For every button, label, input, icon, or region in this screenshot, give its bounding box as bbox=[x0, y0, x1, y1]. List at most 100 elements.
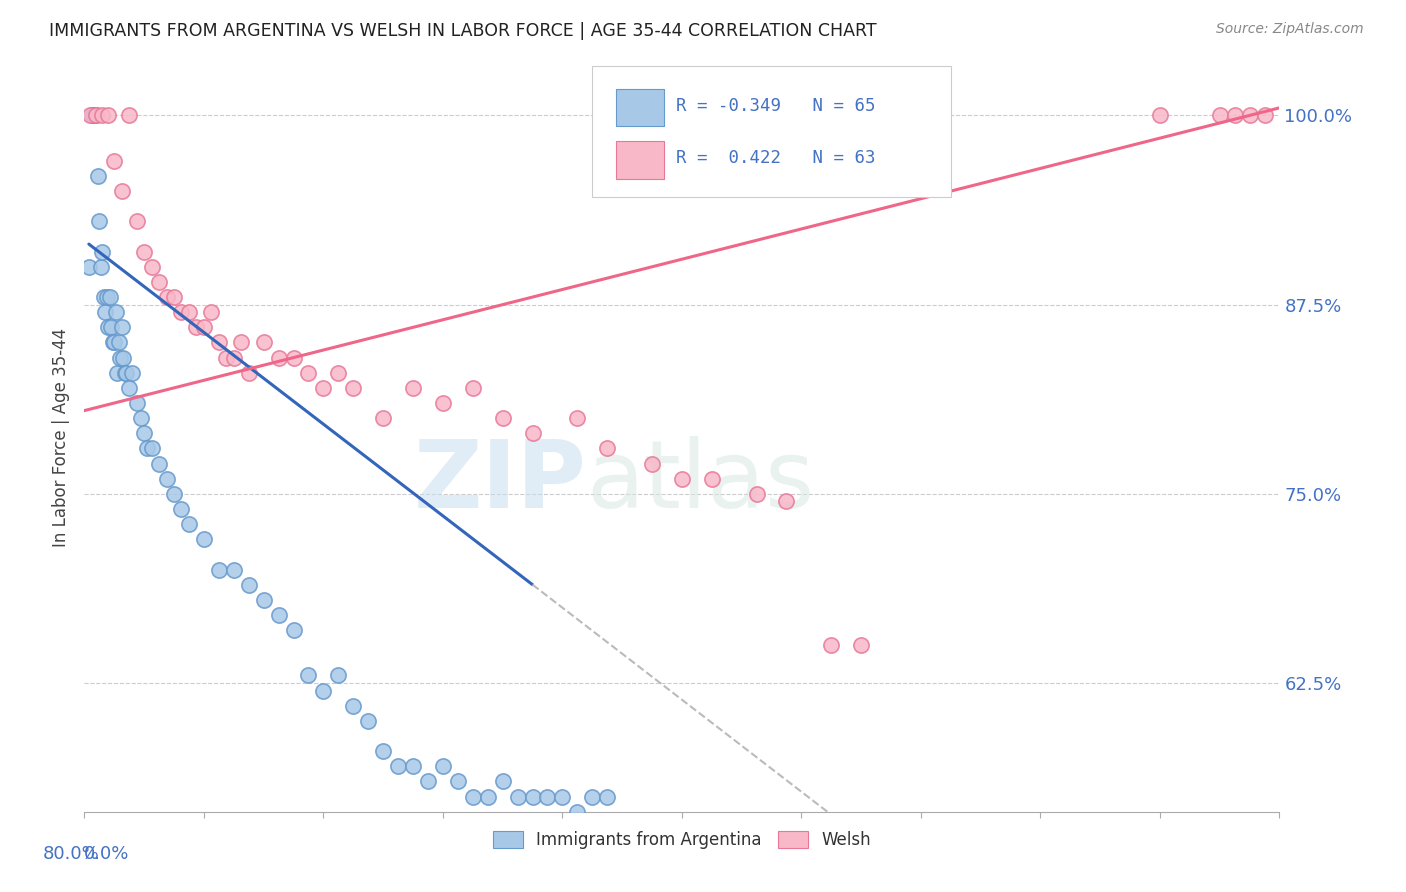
Point bbox=[101, 335, 124, 350]
Point bbox=[536, 789, 558, 804]
Point bbox=[103, 153, 125, 168]
Point bbox=[111, 184, 134, 198]
Point bbox=[136, 442, 159, 456]
Point bbox=[700, 472, 723, 486]
Point bbox=[121, 366, 143, 380]
Point bbox=[125, 396, 148, 410]
Text: R =  0.422   N = 63: R = 0.422 N = 63 bbox=[676, 149, 876, 168]
Point bbox=[551, 789, 574, 804]
Point bbox=[82, 108, 104, 122]
Point bbox=[132, 244, 156, 259]
Y-axis label: In Labor Force | Age 35-44: In Labor Force | Age 35-44 bbox=[52, 327, 70, 547]
Point bbox=[283, 623, 305, 637]
Point bbox=[641, 457, 664, 471]
Point bbox=[373, 744, 395, 758]
Point bbox=[267, 607, 290, 622]
FancyBboxPatch shape bbox=[616, 88, 664, 126]
Point bbox=[141, 260, 163, 274]
Point bbox=[567, 805, 589, 819]
Point bbox=[492, 411, 515, 425]
Point bbox=[91, 244, 114, 259]
Point bbox=[231, 335, 253, 350]
Text: 80.0%: 80.0% bbox=[42, 846, 100, 863]
Point bbox=[86, 108, 108, 122]
Point bbox=[163, 290, 186, 304]
Point bbox=[432, 759, 454, 773]
Point bbox=[522, 789, 544, 804]
Point bbox=[111, 320, 134, 334]
Point bbox=[461, 789, 484, 804]
Point bbox=[77, 260, 100, 274]
Point bbox=[432, 396, 454, 410]
Text: 0.0%: 0.0% bbox=[84, 846, 129, 863]
Point bbox=[581, 789, 603, 804]
Point bbox=[105, 366, 128, 380]
Point bbox=[79, 108, 101, 122]
Point bbox=[110, 351, 132, 365]
Point bbox=[357, 714, 380, 728]
Point bbox=[253, 335, 276, 350]
Point bbox=[1149, 108, 1171, 122]
Point bbox=[148, 275, 170, 289]
Point bbox=[94, 305, 117, 319]
Point bbox=[297, 366, 319, 380]
Point bbox=[447, 774, 470, 789]
Point bbox=[596, 789, 619, 804]
Point bbox=[177, 517, 200, 532]
Point bbox=[238, 366, 260, 380]
Point bbox=[87, 169, 110, 183]
Point bbox=[93, 290, 115, 304]
Point bbox=[477, 789, 499, 804]
Point bbox=[91, 108, 114, 122]
Point bbox=[373, 411, 395, 425]
Point bbox=[83, 108, 105, 122]
Point bbox=[1223, 108, 1246, 122]
Point bbox=[222, 351, 245, 365]
Point bbox=[193, 533, 215, 547]
Point bbox=[107, 335, 129, 350]
Point bbox=[416, 774, 439, 789]
Point bbox=[1239, 108, 1261, 122]
Point bbox=[596, 442, 619, 456]
Point bbox=[671, 472, 693, 486]
Point bbox=[492, 774, 515, 789]
Point bbox=[98, 290, 121, 304]
Point bbox=[97, 108, 120, 122]
Point bbox=[90, 260, 112, 274]
Point bbox=[155, 290, 177, 304]
Point bbox=[820, 638, 842, 652]
Point bbox=[387, 759, 409, 773]
Point bbox=[193, 320, 215, 334]
Point bbox=[170, 502, 193, 516]
Point bbox=[222, 562, 245, 576]
Point bbox=[745, 487, 768, 501]
Point bbox=[215, 351, 238, 365]
Point bbox=[200, 305, 222, 319]
Point bbox=[283, 351, 305, 365]
Point bbox=[114, 366, 136, 380]
Point bbox=[567, 411, 589, 425]
Text: IMMIGRANTS FROM ARGENTINA VS WELSH IN LABOR FORCE | AGE 35-44 CORRELATION CHART: IMMIGRANTS FROM ARGENTINA VS WELSH IN LA… bbox=[49, 22, 877, 40]
Point bbox=[103, 335, 125, 350]
Point bbox=[253, 592, 276, 607]
Point bbox=[96, 290, 118, 304]
Point bbox=[851, 638, 873, 652]
Point bbox=[506, 789, 529, 804]
Point bbox=[100, 320, 122, 334]
Point bbox=[328, 668, 350, 682]
Point bbox=[297, 668, 319, 682]
FancyBboxPatch shape bbox=[616, 141, 664, 178]
Point bbox=[1253, 108, 1275, 122]
Point bbox=[1209, 108, 1232, 122]
Point bbox=[86, 108, 108, 122]
Point bbox=[208, 562, 231, 576]
Point bbox=[115, 366, 138, 380]
Point bbox=[402, 759, 425, 773]
Point bbox=[328, 366, 350, 380]
Point bbox=[312, 381, 335, 395]
Point bbox=[155, 472, 177, 486]
Point bbox=[177, 305, 200, 319]
Point bbox=[118, 381, 141, 395]
Point bbox=[342, 381, 364, 395]
Text: ZIP: ZIP bbox=[413, 436, 586, 528]
